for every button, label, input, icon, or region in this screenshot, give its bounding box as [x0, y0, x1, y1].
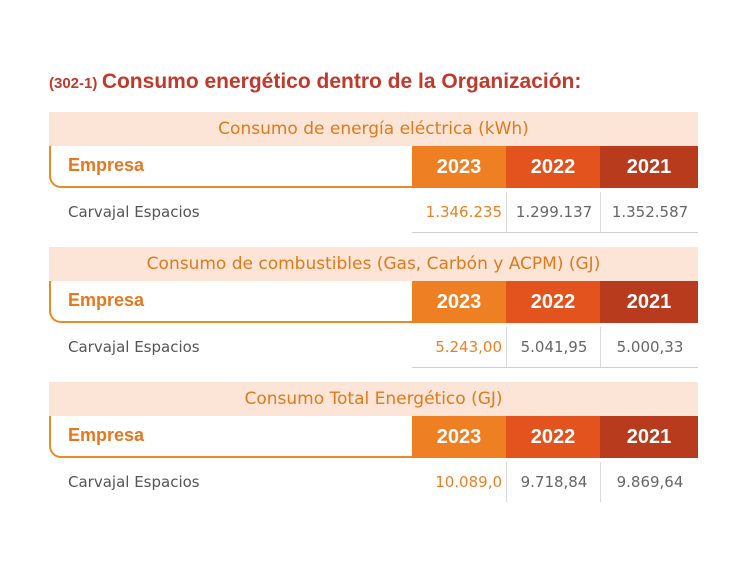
year-header-2021: 2021 [600, 281, 698, 323]
row-divider [412, 367, 698, 368]
value-2023: 10.089,0 [435, 473, 502, 491]
year-header-2022: 2022 [506, 281, 600, 323]
row-company: Carvajal Espacios [68, 203, 200, 221]
column-header-empresa: Empresa [68, 155, 145, 175]
year-header-2022: 2022 [506, 146, 600, 188]
header-rule [49, 146, 412, 188]
table-total-energy: Consumo Total Energético (GJ) Empresa 20… [49, 382, 698, 505]
title-code: (302-1) [49, 75, 98, 92]
value-2023: 1.346.235 [425, 203, 502, 221]
year-header-2021: 2021 [600, 146, 698, 188]
value-2021: 5.000,33 [600, 327, 699, 367]
year-header-2023: 2023 [412, 416, 506, 458]
section-title: Consumo Total Energético (GJ) [49, 382, 698, 416]
title-text: Consumo energético dentro de la Organiza… [101, 70, 582, 93]
section-title: Consumo de energía eléctrica (kWh) [49, 112, 698, 146]
value-2021: 9.869,64 [600, 462, 699, 502]
column-header-empresa: Empresa [68, 290, 145, 310]
header-rule [49, 416, 412, 458]
value-2022: 5.041,95 [506, 327, 601, 367]
year-header-2022: 2022 [506, 416, 600, 458]
page-title: (302-1) Consumo energético dentro de la … [49, 70, 581, 94]
section-title: Consumo de combustibles (Gas, Carbón y A… [49, 247, 698, 281]
header-rule [49, 281, 412, 323]
row-company: Carvajal Espacios [68, 473, 200, 491]
year-header-2023: 2023 [412, 281, 506, 323]
table-electric-energy: Consumo de energía eléctrica (kWh) Empre… [49, 112, 698, 235]
value-2022: 9.718,84 [506, 462, 601, 502]
value-2023: 5.243,00 [435, 338, 502, 356]
column-header-empresa: Empresa [68, 425, 145, 445]
value-2022: 1.299.137 [506, 192, 601, 232]
year-header-2021: 2021 [600, 416, 698, 458]
year-header-2023: 2023 [412, 146, 506, 188]
row-divider [412, 232, 698, 233]
value-2021: 1.352.587 [600, 192, 699, 232]
row-company: Carvajal Espacios [68, 338, 200, 356]
table-fuel-consumption: Consumo de combustibles (Gas, Carbón y A… [49, 247, 698, 370]
